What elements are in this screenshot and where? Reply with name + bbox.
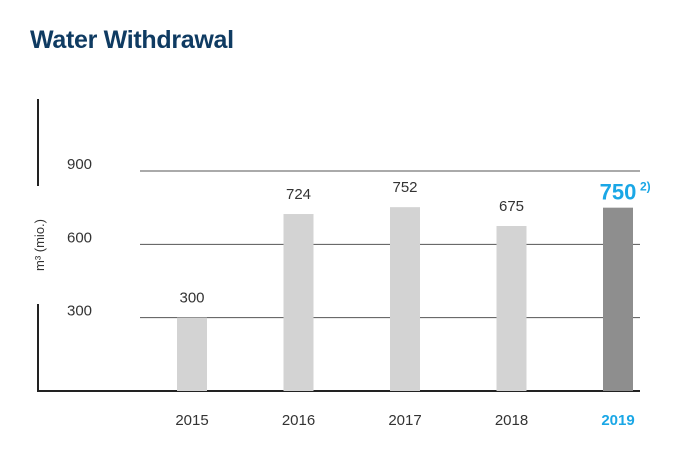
y-tick-label: 300 xyxy=(67,303,92,320)
bar-2015 xyxy=(177,317,207,391)
data-label-2019: 750 xyxy=(600,180,637,205)
x-tick-label: 2016 xyxy=(282,412,315,429)
footnote-marker: 2) xyxy=(640,180,651,194)
y-axis-label: m³ (mio.) xyxy=(32,219,47,271)
y-tick-label: 900 xyxy=(67,156,92,173)
chart-title: Water Withdrawal xyxy=(30,26,234,54)
bar-2016 xyxy=(283,214,314,391)
data-label-2017: 752 xyxy=(392,179,417,196)
x-tick-label: 2017 xyxy=(388,412,421,429)
x-tick-label: 2019 xyxy=(601,412,634,429)
bar-2018 xyxy=(496,226,527,391)
bar-2017 xyxy=(390,207,420,391)
x-tick-label: 2018 xyxy=(495,412,528,429)
y-tick-label: 600 xyxy=(67,229,92,246)
x-tick-label: 2015 xyxy=(175,412,208,429)
data-label-2018: 675 xyxy=(499,198,524,215)
data-label-2015: 300 xyxy=(179,290,204,307)
bar-2019 xyxy=(603,207,633,391)
data-label-2016: 724 xyxy=(286,186,311,203)
